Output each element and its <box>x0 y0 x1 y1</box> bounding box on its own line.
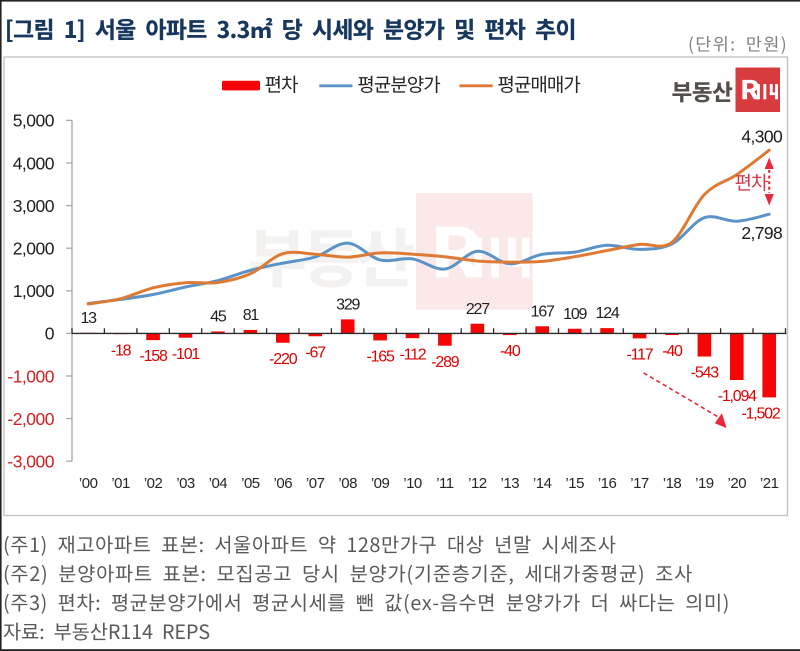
svg-text:167: 167 <box>531 303 555 320</box>
svg-text:0: 0 <box>45 324 55 344</box>
svg-text:’03: ’03 <box>176 475 195 492</box>
svg-text:-1,502: -1,502 <box>741 406 780 423</box>
svg-text:-165: -165 <box>366 349 395 366</box>
svg-text:’18: ’18 <box>663 475 682 492</box>
svg-text:13: 13 <box>80 310 97 327</box>
svg-text:’01: ’01 <box>111 475 130 492</box>
svg-text:-1,094: -1,094 <box>718 388 757 405</box>
svg-text:-67: -67 <box>305 344 326 361</box>
svg-text:’09: ’09 <box>371 475 390 492</box>
svg-text:-40: -40 <box>662 343 683 360</box>
svg-text:227: 227 <box>466 301 490 318</box>
svg-text:124: 124 <box>596 305 620 322</box>
svg-text:’06: ’06 <box>274 475 293 492</box>
svg-text:’10: ’10 <box>403 475 422 492</box>
svg-text:-158: -158 <box>139 348 168 365</box>
svg-text:-40: -40 <box>500 343 521 360</box>
svg-text:81: 81 <box>243 307 260 324</box>
svg-text:-1,000: -1,000 <box>7 366 54 386</box>
svg-text:-117: -117 <box>626 347 653 364</box>
svg-text:’14: ’14 <box>533 475 552 492</box>
svg-text:5,000: 5,000 <box>13 111 55 131</box>
svg-text:’19: ’19 <box>695 475 714 492</box>
svg-text:’07: ’07 <box>306 475 325 492</box>
svg-text:-3,000: -3,000 <box>7 452 54 472</box>
svg-text:4,000: 4,000 <box>13 153 55 173</box>
svg-text:’02: ’02 <box>144 475 163 492</box>
svg-text:’17: ’17 <box>630 475 649 492</box>
svg-text:’05: ’05 <box>241 475 260 492</box>
svg-text:2,798: 2,798 <box>741 223 782 243</box>
svg-text:-2,000: -2,000 <box>7 409 54 429</box>
svg-text:45: 45 <box>210 309 227 326</box>
svg-text:’15: ’15 <box>565 475 584 492</box>
svg-text:’11: ’11 <box>436 475 454 492</box>
svg-text:329: 329 <box>336 297 360 314</box>
svg-text:-112: -112 <box>399 346 426 363</box>
svg-text:’13: ’13 <box>501 475 520 492</box>
svg-text:-289: -289 <box>431 354 460 371</box>
svg-text:’12: ’12 <box>468 475 487 492</box>
svg-text:-220: -220 <box>269 351 298 368</box>
svg-text:’21: ’21 <box>760 475 779 492</box>
svg-text:’20: ’20 <box>728 475 747 492</box>
svg-text:’04: ’04 <box>209 475 228 492</box>
svg-text:’08: ’08 <box>338 475 357 492</box>
svg-text:’00: ’00 <box>79 475 98 492</box>
svg-text:3,000: 3,000 <box>13 196 55 216</box>
svg-text:2,000: 2,000 <box>13 239 55 259</box>
svg-text:-101: -101 <box>172 346 201 363</box>
svg-text:-18: -18 <box>111 342 132 359</box>
svg-text:’16: ’16 <box>598 475 617 492</box>
svg-text:109: 109 <box>563 306 587 323</box>
svg-text:1,000: 1,000 <box>13 281 55 301</box>
svg-text:-543: -543 <box>691 365 720 382</box>
svg-text:4,300: 4,300 <box>741 126 783 146</box>
